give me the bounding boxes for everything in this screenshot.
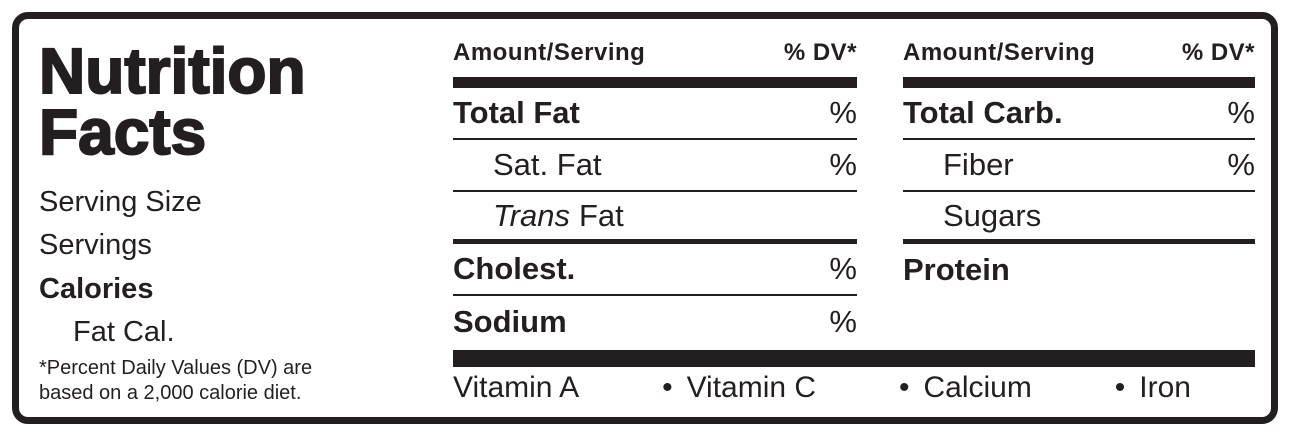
nutrient-columns: Amount/Serving % DV* Total Fat % Sat. Fa… xyxy=(453,37,1255,348)
footnote-line2: based on a 2,000 calorie diet. xyxy=(39,381,302,404)
nutrient-name: Trans Fat xyxy=(453,198,624,234)
nutrient-name-italic: Trans xyxy=(493,197,570,233)
row-total-carb: Total Carb. % xyxy=(903,88,1255,140)
row-fiber: Fiber % xyxy=(903,140,1255,192)
footnote-line1: *Percent Daily Values (DV) are xyxy=(39,357,313,380)
vitamin-label: Vitamin C xyxy=(686,371,817,404)
vitamin-label: Iron xyxy=(1139,371,1191,404)
nutrients-table: Amount/Serving % DV* Total Fat % Sat. Fa… xyxy=(431,29,1255,405)
vitamin-label: Calcium xyxy=(923,371,1032,404)
vitamin-c-item: • Vitamin C xyxy=(662,371,816,405)
nutrient-name: Total Fat xyxy=(453,95,580,130)
iron-item: • Iron xyxy=(1115,371,1191,405)
nutrient-name: Sat. Fat xyxy=(493,147,602,182)
nutrient-dv: % xyxy=(829,95,857,130)
label-title: Nutrition Facts xyxy=(38,35,431,168)
header-rule xyxy=(453,77,857,88)
nutrient-name: Sugars xyxy=(943,197,1042,233)
row-sugars: Sugars xyxy=(903,192,1255,244)
row-protein: Protein xyxy=(903,244,1255,296)
row-sat-fat: Sat. Fat % xyxy=(453,140,857,192)
nutrient-name: Fiber xyxy=(943,147,1014,182)
header-percent-dv: % DV* xyxy=(1181,39,1255,66)
bullet-separator-icon: • xyxy=(662,371,673,404)
calcium-item: • Calcium xyxy=(899,371,1032,405)
row-total-fat: Total Fat % xyxy=(453,88,857,140)
column-carb-protein: Amount/Serving % DV* Total Carb. % Fiber… xyxy=(903,37,1255,348)
serving-size-label: Serving Size xyxy=(39,185,202,218)
header-amount-serving: Amount/Serving xyxy=(453,39,646,66)
fat-cal-label: Fat Cal. xyxy=(73,316,175,349)
label-title-line1: Nutrition xyxy=(38,35,307,107)
row-spacer xyxy=(903,296,1255,348)
vitamins-row: Vitamin A • Vitamin C • Calcium • Iron xyxy=(453,367,1255,405)
row-cholesterol: Cholest. % xyxy=(453,244,857,296)
nutrient-name-rest: Fat xyxy=(578,197,624,233)
column-header: Amount/Serving % DV* xyxy=(453,37,857,77)
nutrient-dv: % xyxy=(829,251,857,286)
row-trans-fat: Trans Fat xyxy=(453,192,857,244)
nutrient-dv: % xyxy=(1227,147,1255,182)
column-fat-sodium: Amount/Serving % DV* Total Fat % Sat. Fa… xyxy=(453,37,857,348)
header-amount-serving: Amount/Serving xyxy=(903,39,1096,66)
bottom-rule xyxy=(453,350,1255,367)
daily-values-footnote: *Percent Daily Values (DV) are based on … xyxy=(39,356,431,405)
vitamin-a-item: Vitamin A xyxy=(453,371,579,405)
nutrition-facts-label: Nutrition Facts Serving Size Servings Ca… xyxy=(12,12,1278,424)
nutrient-name: Protein xyxy=(903,252,1010,287)
bullet-separator-icon: • xyxy=(1114,371,1126,404)
nutrient-name: Cholest. xyxy=(453,251,576,286)
servings-label: Servings xyxy=(39,229,152,262)
label-title-line2: Facts xyxy=(38,95,207,168)
calories-label: Calories xyxy=(39,272,154,305)
nutrient-dv: % xyxy=(1227,95,1255,130)
column-header: Amount/Serving % DV* xyxy=(903,37,1255,77)
nutrient-dv: % xyxy=(829,147,857,182)
header-rule xyxy=(903,77,1255,88)
nutrient-name: Sodium xyxy=(453,304,567,339)
nutrient-name: Total Carb. xyxy=(903,95,1063,130)
row-sodium: Sodium % xyxy=(453,296,857,348)
header-percent-dv: % DV* xyxy=(783,39,857,66)
left-panel: Nutrition Facts Serving Size Servings Ca… xyxy=(38,29,431,405)
vitamin-label: Vitamin A xyxy=(453,371,580,404)
serving-info: Serving Size Servings Calories Fat Cal. xyxy=(39,181,431,355)
nutrient-dv: % xyxy=(829,304,857,339)
bullet-separator-icon: • xyxy=(898,371,910,404)
